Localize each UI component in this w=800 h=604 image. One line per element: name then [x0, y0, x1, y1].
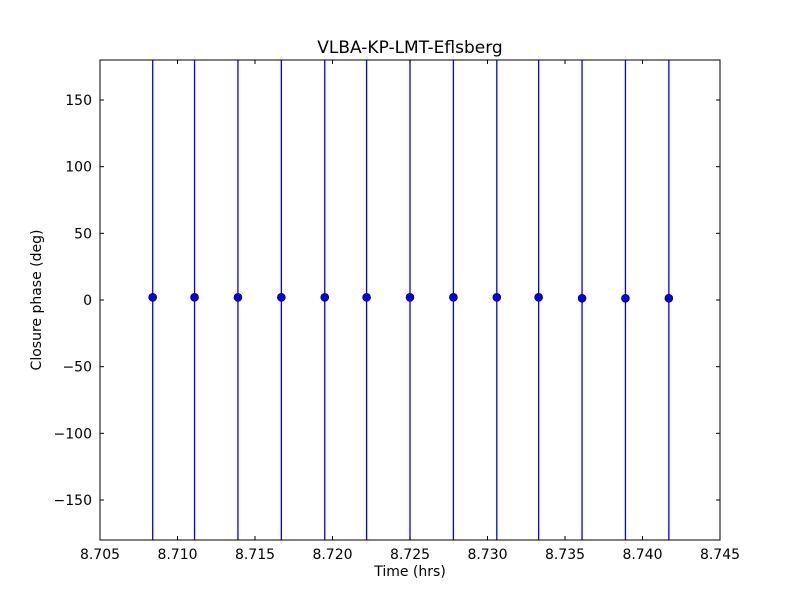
data-point	[664, 293, 674, 303]
x-tick-label: 8.705	[80, 547, 120, 563]
data-point	[148, 293, 157, 302]
data-point	[449, 293, 458, 302]
y-tick-label: −100	[54, 426, 92, 442]
data-point	[277, 293, 286, 302]
x-tick-label: 8.730	[467, 547, 507, 563]
data-point	[233, 293, 243, 302]
data-point	[577, 293, 587, 303]
x-tick-label: 8.740	[622, 547, 662, 563]
x-axis-label: Time (hrs)	[373, 564, 446, 580]
x-tick-label: 8.720	[312, 547, 352, 563]
x-tick-label: 8.745	[700, 547, 740, 563]
data-point	[405, 293, 415, 302]
y-tick-label: 150	[65, 93, 92, 109]
data-point	[492, 293, 502, 302]
data-point	[320, 293, 330, 302]
x-tick-label: 8.715	[235, 547, 275, 563]
y-tick-label: 0	[83, 293, 92, 309]
data-point	[362, 293, 371, 302]
y-tick-label: −50	[62, 360, 92, 376]
y-tick-label: −150	[54, 493, 92, 509]
y-axis-label: Closure phase (deg)	[29, 230, 45, 371]
plot-frame	[99, 59, 721, 541]
chart-title: VLBA-KP-LMT-Eflsberg	[317, 38, 502, 58]
y-tick-label: 100	[65, 160, 92, 176]
x-tick-label: 8.725	[390, 547, 430, 563]
data-point	[534, 293, 543, 302]
x-tick-label: 8.710	[157, 547, 197, 563]
data-point	[621, 293, 630, 303]
data-point	[190, 293, 199, 302]
x-tick-label: 8.735	[545, 547, 585, 563]
y-tick-label: 50	[74, 226, 92, 242]
